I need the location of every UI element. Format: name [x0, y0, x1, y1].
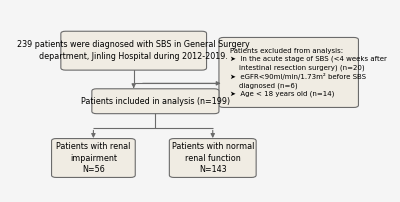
FancyBboxPatch shape — [61, 31, 206, 70]
FancyBboxPatch shape — [92, 89, 219, 114]
FancyBboxPatch shape — [52, 139, 135, 177]
FancyBboxPatch shape — [169, 139, 256, 177]
Text: 239 patients were diagnosed with SBS in General Surgery
department, Jinling Hosp: 239 patients were diagnosed with SBS in … — [17, 40, 250, 61]
Text: Patients with normal
renal function
N=143: Patients with normal renal function N=14… — [172, 142, 254, 174]
Text: Patients included in analysis (n=199): Patients included in analysis (n=199) — [81, 97, 230, 106]
Text: Patients with renal
impairment
N=56: Patients with renal impairment N=56 — [56, 142, 130, 174]
FancyBboxPatch shape — [219, 37, 358, 107]
Text: Patients excluded from analysis:
➤  In the acute stage of SBS (<4 weeks after
  : Patients excluded from analysis: ➤ In th… — [230, 48, 387, 97]
